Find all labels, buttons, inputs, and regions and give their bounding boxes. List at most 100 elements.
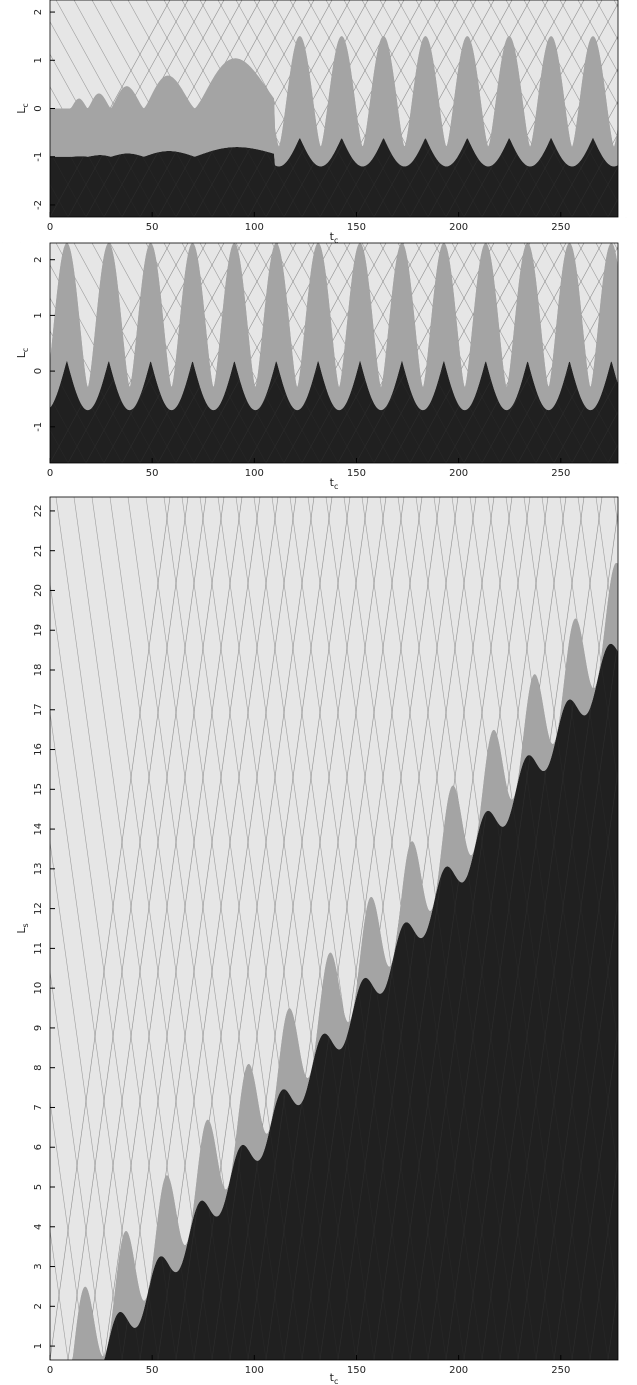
mid-overlay: [50, 563, 618, 1360]
texture-line: [589, 1019, 637, 1361]
x-tick-label: 150: [347, 1365, 366, 1376]
texture-line: [577, 242, 637, 352]
texture-line: [265, 496, 387, 1361]
cover-right: [618, 243, 637, 463]
texture-line: [433, 496, 555, 1361]
x-tick-label: 250: [551, 468, 570, 479]
texture-line: [217, 496, 339, 1361]
texture-line: [487, 496, 609, 1361]
dark-region: [50, 643, 618, 1360]
texture-line: [319, 242, 441, 464]
y-tick-label: 15: [33, 783, 44, 796]
cover-right: [618, 497, 637, 1360]
texture-line: [157, 496, 279, 1361]
y-tick-label: 5: [33, 1184, 44, 1190]
x-axis-label-sub: c: [334, 236, 338, 245]
texture-line: [433, 0, 555, 218]
y-tick-label: 18: [33, 664, 44, 677]
texture-line: [325, 496, 447, 1361]
texture-line: [217, 0, 339, 218]
x-axis-label-main: t: [330, 1371, 335, 1384]
x-tick-label: 0: [47, 468, 53, 479]
texture-line: [283, 496, 405, 1361]
y-axis-label-main: L: [15, 351, 28, 358]
x-tick-label: 0: [47, 222, 53, 233]
y-axis-label-main: L: [15, 927, 28, 934]
texture-line: [283, 242, 405, 464]
x-tick-label: 200: [449, 222, 468, 233]
y-tick-label: 2: [33, 257, 44, 263]
texture-line: [301, 496, 423, 1361]
x-axis-label-sub: c: [334, 1377, 338, 1385]
texture-line: [289, 496, 411, 1361]
y-tick-label: 20: [33, 584, 44, 597]
texture-line: [499, 496, 621, 1361]
texture-line: [361, 242, 483, 464]
texture-line: [91, 496, 213, 1361]
texture-line: [553, 66, 637, 218]
x-axis-label-main: t: [330, 476, 335, 489]
x-axis-label: tc: [330, 1371, 339, 1385]
texture-line: [235, 242, 357, 464]
texture-line: [343, 0, 465, 218]
texture-line: [163, 496, 285, 1361]
y-tick-label: 7: [33, 1104, 44, 1110]
x-tick-label: 50: [146, 468, 159, 479]
texture-line: [37, 496, 159, 1361]
texture-line: [307, 0, 429, 218]
y-tick-label: 1: [33, 312, 44, 318]
texture-line: [463, 496, 585, 1361]
x-tick-label: 250: [551, 222, 570, 233]
texture-line: [157, 242, 279, 464]
x-tick-label: 100: [245, 1365, 264, 1376]
texture-line: [55, 496, 177, 1361]
texture-line: [463, 0, 585, 218]
texture-line: [193, 242, 315, 464]
texture-line: [109, 242, 231, 464]
texture-line: [553, 760, 637, 1361]
texture-line: [409, 496, 531, 1361]
plot-frame: [49, 242, 619, 464]
texture-line: [451, 496, 573, 1361]
x-tick-label: 0: [47, 1365, 53, 1376]
texture-line: [505, 0, 627, 218]
y-tick-label: -2: [33, 200, 44, 210]
mid-overlay: [50, 36, 618, 167]
y-tick-label: 21: [33, 544, 44, 557]
texture-line: [577, 496, 637, 924]
y-tick-label: 13: [33, 862, 44, 875]
texture-line: [145, 496, 267, 1361]
y-tick-label: 0: [33, 105, 44, 111]
texture-line: [49, 496, 171, 1361]
y-tick-label: -1: [33, 152, 44, 162]
y-tick-label: 12: [33, 902, 44, 915]
y-axis-label-sub: s: [21, 923, 30, 927]
y-tick-label: 1: [33, 1343, 44, 1349]
plot-frame: [49, 496, 619, 1361]
x-axis-label: tc: [330, 230, 339, 245]
texture-line: [235, 496, 357, 1361]
x-tick-label: 200: [449, 1365, 468, 1376]
y-axis-label: Lc: [15, 103, 30, 114]
texture-line: [379, 496, 501, 1361]
y-tick-label: 10: [33, 982, 44, 995]
texture-line: [271, 496, 393, 1361]
texture-line: [343, 496, 465, 1361]
texture-line: [379, 0, 501, 218]
y-tick-label: 22: [33, 505, 44, 518]
texture-line: [469, 496, 591, 1361]
y-tick-label: 0: [33, 368, 44, 374]
texture-line: [181, 496, 303, 1361]
texture-line: [109, 496, 231, 1361]
y-tick-label: -1: [33, 422, 44, 432]
x-axis-label-main: t: [330, 230, 335, 243]
y-tick-label: 14: [33, 823, 44, 836]
texture-line: [469, 0, 591, 218]
texture-line: [229, 496, 351, 1361]
y-tick-label: 8: [33, 1065, 44, 1071]
texture-line: [199, 242, 321, 464]
texture-line: [391, 0, 513, 218]
texture-line: [193, 496, 315, 1361]
